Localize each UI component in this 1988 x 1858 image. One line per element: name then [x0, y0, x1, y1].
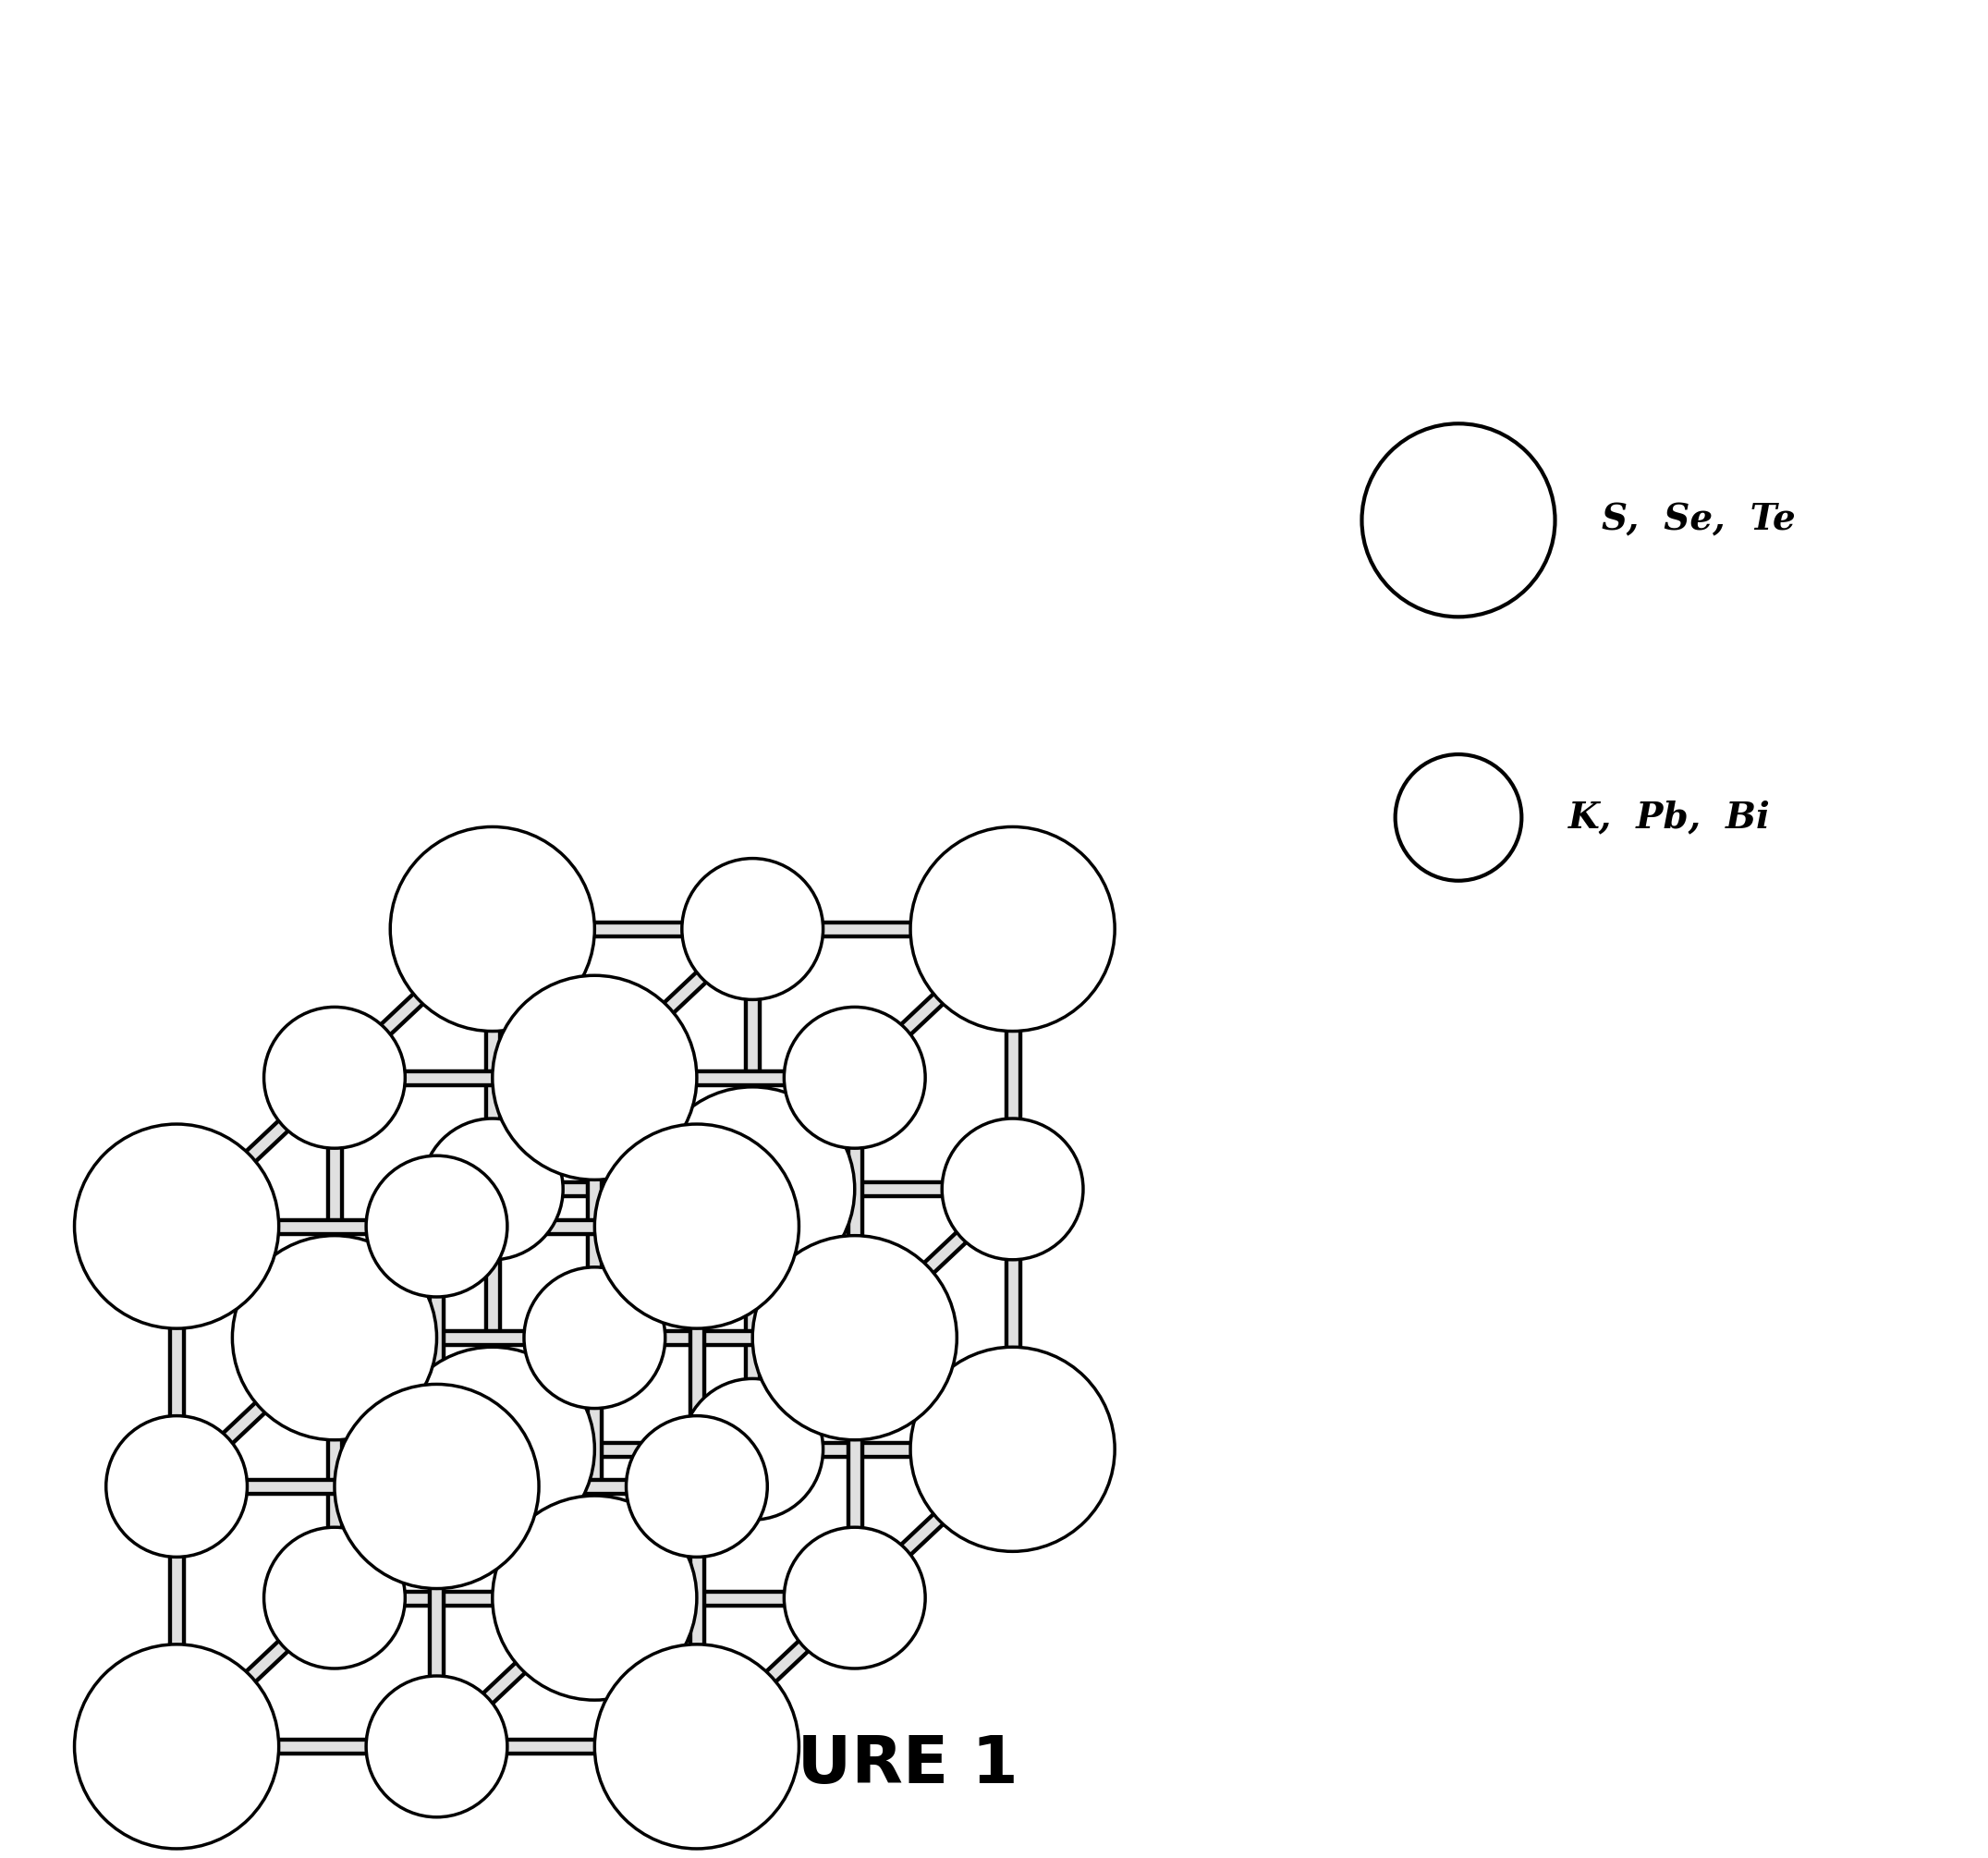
Text: FIGURE 1: FIGURE 1 — [672, 1734, 1018, 1797]
Circle shape — [1396, 754, 1521, 881]
Circle shape — [783, 1007, 924, 1148]
Circle shape — [74, 1124, 278, 1328]
Circle shape — [105, 1416, 247, 1557]
Circle shape — [421, 1119, 563, 1260]
Circle shape — [942, 1119, 1083, 1260]
Circle shape — [493, 1496, 696, 1700]
Circle shape — [911, 827, 1115, 1031]
Circle shape — [366, 1156, 507, 1297]
Text: K,  Pb,  Bi: K, Pb, Bi — [1569, 801, 1769, 834]
Circle shape — [753, 1236, 956, 1440]
Circle shape — [626, 1416, 767, 1557]
Circle shape — [525, 1267, 666, 1408]
Circle shape — [682, 1379, 823, 1520]
Circle shape — [594, 1644, 799, 1849]
Circle shape — [390, 827, 594, 1031]
Circle shape — [233, 1236, 437, 1440]
Circle shape — [493, 975, 696, 1180]
Circle shape — [650, 1087, 855, 1291]
Circle shape — [783, 1527, 924, 1668]
Circle shape — [1362, 424, 1555, 617]
Circle shape — [264, 1007, 406, 1148]
Text: S,  Se,  Te: S, Se, Te — [1602, 504, 1795, 537]
Circle shape — [264, 1527, 406, 1668]
Circle shape — [334, 1384, 539, 1589]
Circle shape — [390, 1347, 594, 1551]
Circle shape — [594, 1124, 799, 1328]
Circle shape — [366, 1676, 507, 1817]
Circle shape — [682, 858, 823, 1000]
Circle shape — [911, 1347, 1115, 1551]
Circle shape — [74, 1644, 278, 1849]
